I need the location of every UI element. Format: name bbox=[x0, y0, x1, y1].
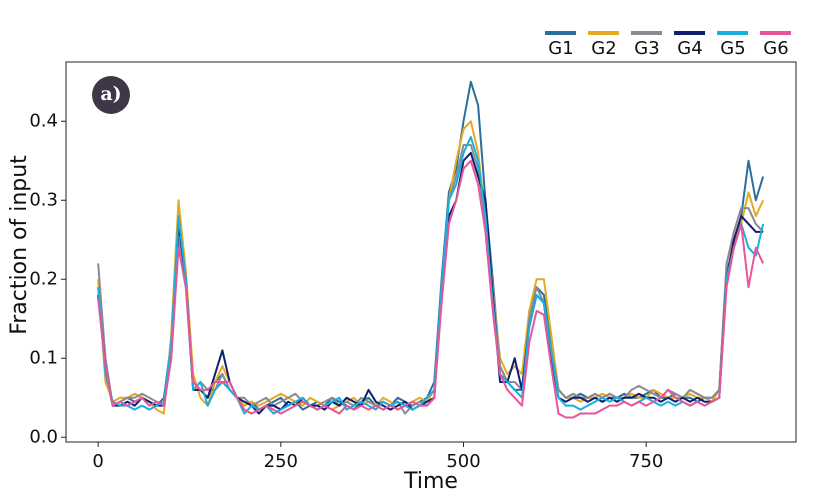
series-line bbox=[97, 80, 765, 411]
legend-label: G2 bbox=[591, 38, 616, 59]
x-axis-label: Time bbox=[403, 469, 458, 494]
y-tick-label: 0.1 bbox=[29, 347, 58, 368]
x-tick-label: 500 bbox=[446, 451, 480, 472]
series-line bbox=[97, 136, 765, 415]
series-line bbox=[97, 120, 765, 415]
annotation-badge bbox=[92, 76, 130, 114]
legend-label: G1 bbox=[548, 38, 573, 59]
legend-label: G3 bbox=[634, 38, 659, 59]
y-tick-label: 0.0 bbox=[29, 426, 58, 447]
y-tick-label: 0.3 bbox=[29, 189, 58, 210]
series-line bbox=[97, 143, 764, 415]
y-axis-label: Fraction of input bbox=[7, 155, 32, 335]
x-tick-label: 0 bbox=[92, 451, 103, 472]
legend-label: G4 bbox=[677, 38, 702, 59]
plot-frame bbox=[65, 61, 797, 443]
series-line bbox=[97, 159, 765, 419]
legend-label: G5 bbox=[720, 38, 745, 59]
x-tick-label: 750 bbox=[629, 451, 663, 472]
series-line bbox=[97, 151, 764, 415]
legend-label: G6 bbox=[763, 38, 788, 59]
annotation: a) bbox=[100, 83, 121, 105]
x-tick-label: 250 bbox=[264, 451, 298, 472]
y-tick-label: 0.2 bbox=[29, 268, 58, 289]
y-tick-label: 0.4 bbox=[29, 110, 58, 131]
